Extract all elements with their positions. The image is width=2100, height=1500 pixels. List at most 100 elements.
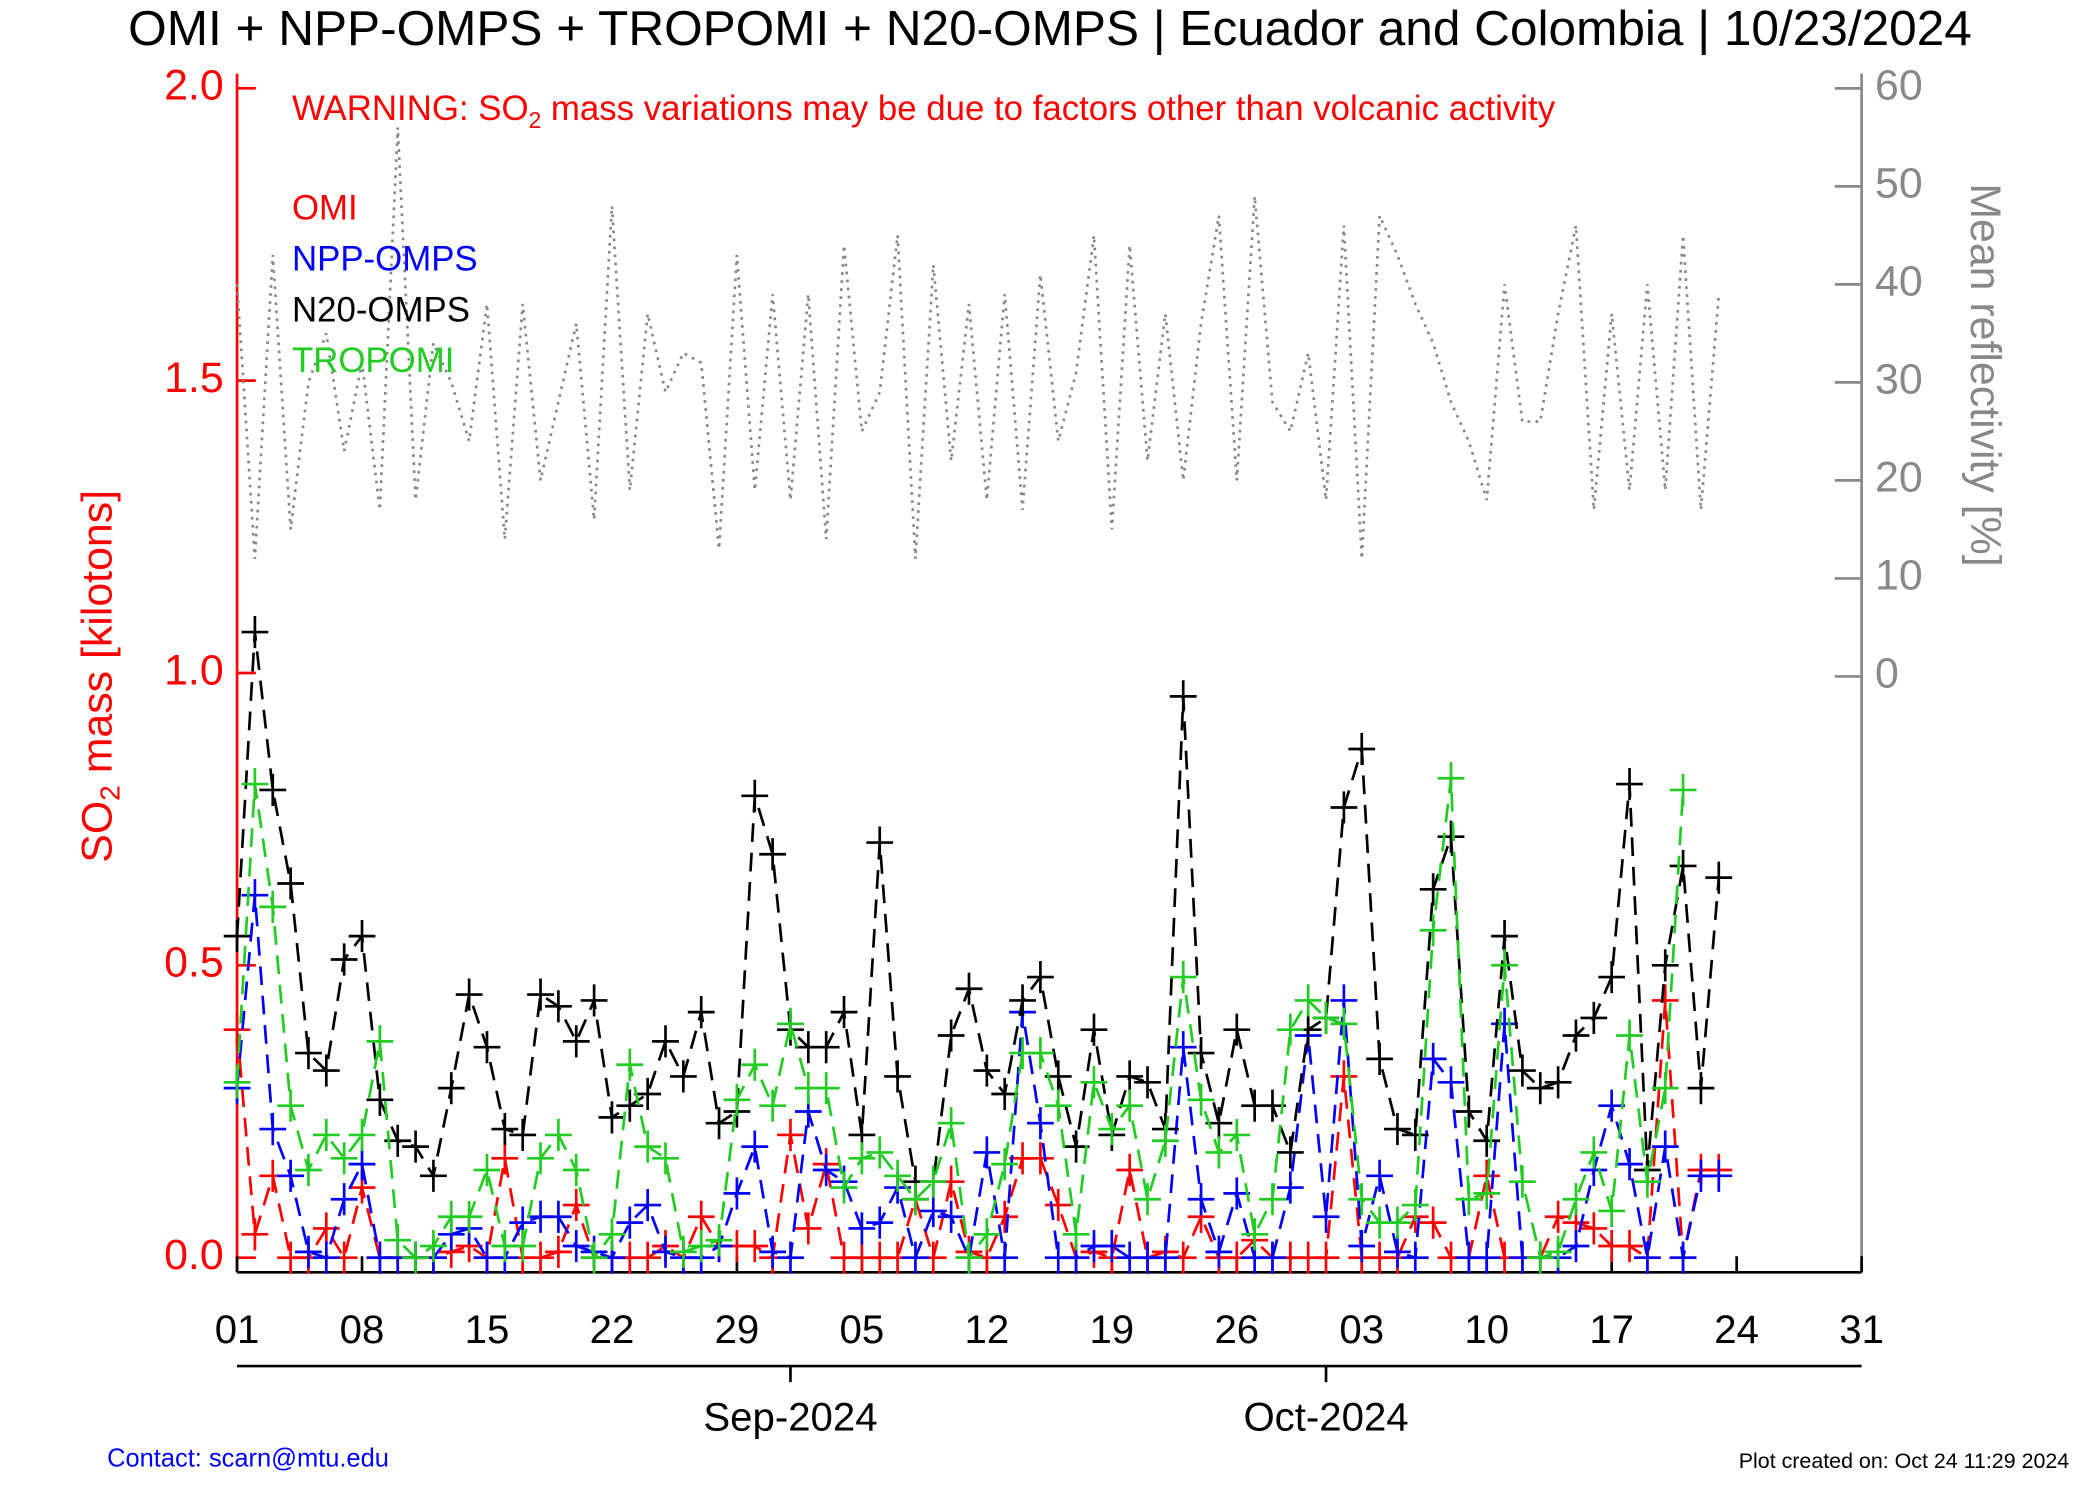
point-marker [1009, 984, 1036, 1017]
point-marker [634, 1077, 662, 1111]
point-marker [884, 1060, 911, 1093]
series-line [235, 127, 1721, 559]
point-marker [687, 1229, 715, 1263]
point-marker [402, 1130, 429, 1163]
point-marker [1562, 1183, 1590, 1216]
point-marker [562, 1189, 590, 1222]
point-marker [1116, 1089, 1144, 1122]
chart-title: OMI + NPP-OMPS + TROPOMI + N20-OMPS | Ec… [128, 0, 1972, 56]
point-marker [1223, 1013, 1251, 1046]
point-marker [1526, 1241, 1554, 1274]
point-marker [1312, 1200, 1340, 1233]
legend-entry: TROPOMI [292, 341, 454, 380]
point-marker [616, 1048, 644, 1081]
point-marker [1509, 1054, 1536, 1087]
point-marker [1205, 1235, 1233, 1268]
point-marker [1151, 1124, 1179, 1157]
point-marker [241, 1218, 269, 1251]
point-marker [812, 1153, 840, 1187]
point-marker [741, 779, 769, 812]
point-marker [759, 838, 787, 871]
point-marker [741, 1229, 769, 1263]
point-marker [1241, 1218, 1269, 1251]
point-marker [312, 1054, 340, 1087]
point-marker [1651, 1072, 1679, 1105]
point-marker [1116, 1153, 1144, 1187]
point-marker [777, 1007, 804, 1040]
point-marker [705, 1107, 733, 1140]
point-marker [1062, 1218, 1090, 1251]
point-marker [1330, 1060, 1358, 1093]
point-marker [420, 1159, 447, 1192]
point-marker [1276, 1171, 1304, 1204]
y-label-text: SO [74, 801, 122, 863]
point-marker [259, 890, 287, 923]
point-marker [1027, 960, 1054, 994]
point-marker [277, 1089, 305, 1122]
point-marker [1437, 762, 1465, 795]
point-marker [366, 1025, 394, 1058]
point-marker [545, 1118, 572, 1151]
point-marker [1598, 1194, 1626, 1227]
y2-tick-label: 40 [1875, 258, 1923, 306]
point-marker [1526, 1072, 1554, 1105]
point-marker [223, 920, 251, 953]
point-marker [1419, 1206, 1447, 1239]
point-marker [1276, 1013, 1304, 1046]
point-marker [759, 1235, 787, 1268]
point-marker [991, 1241, 1019, 1274]
warning: WARNING: SO2 mass variations may be due … [292, 89, 1556, 133]
point-marker [1330, 1007, 1358, 1040]
point-marker [812, 1072, 840, 1105]
point-marker [1062, 1130, 1090, 1163]
x-tick-label: 29 [715, 1307, 760, 1352]
point-marker [812, 1031, 840, 1064]
point-marker [1419, 1042, 1447, 1075]
point-marker [634, 1130, 662, 1163]
point-marker [777, 1241, 804, 1274]
point-marker [919, 1165, 947, 1198]
y-tick-label: 1.5 [164, 354, 224, 402]
point-marker [312, 1241, 340, 1274]
point-marker [687, 1200, 715, 1233]
point-marker [473, 1031, 501, 1064]
point-marker [1348, 1183, 1376, 1216]
point-marker [1580, 1212, 1608, 1245]
point-marker [1651, 949, 1679, 982]
point-marker [866, 826, 894, 859]
point-marker [1276, 1136, 1304, 1169]
point-marker [1419, 873, 1447, 906]
point-marker [1169, 960, 1197, 994]
point-marker [1598, 1089, 1626, 1122]
point-marker [1401, 1189, 1429, 1222]
point-marker [1562, 1229, 1590, 1263]
point-marker [562, 1025, 590, 1058]
point-marker [295, 1036, 322, 1070]
point-marker [1134, 1183, 1161, 1216]
y2-axis-label: Mean reflectivity [%] [1961, 183, 2009, 566]
point-marker [973, 1136, 1001, 1169]
point-marker [1151, 1241, 1179, 1274]
point-marker [884, 1159, 911, 1192]
point-marker [830, 996, 858, 1029]
point-marker [598, 1101, 626, 1134]
y-axis-label: SO2 mass [kilotons] [74, 490, 126, 863]
x-tick-label: 03 [1339, 1307, 1384, 1352]
point-marker [545, 990, 572, 1023]
point-marker [955, 972, 983, 1005]
x-tick-label: 22 [590, 1307, 635, 1352]
point-marker [348, 1118, 376, 1151]
point-marker [866, 1136, 894, 1169]
point-marker [1473, 1241, 1501, 1274]
point-marker [1187, 1083, 1215, 1116]
point-marker [1205, 1136, 1233, 1169]
point-marker [1419, 914, 1447, 947]
point-marker [259, 1112, 287, 1146]
y-tick-label: 0.5 [164, 939, 224, 987]
x-tick-label: 01 [215, 1307, 260, 1352]
point-marker [1366, 1042, 1393, 1075]
point-marker [330, 1183, 358, 1216]
point-marker [437, 1072, 465, 1105]
point-marker [1437, 1066, 1465, 1099]
